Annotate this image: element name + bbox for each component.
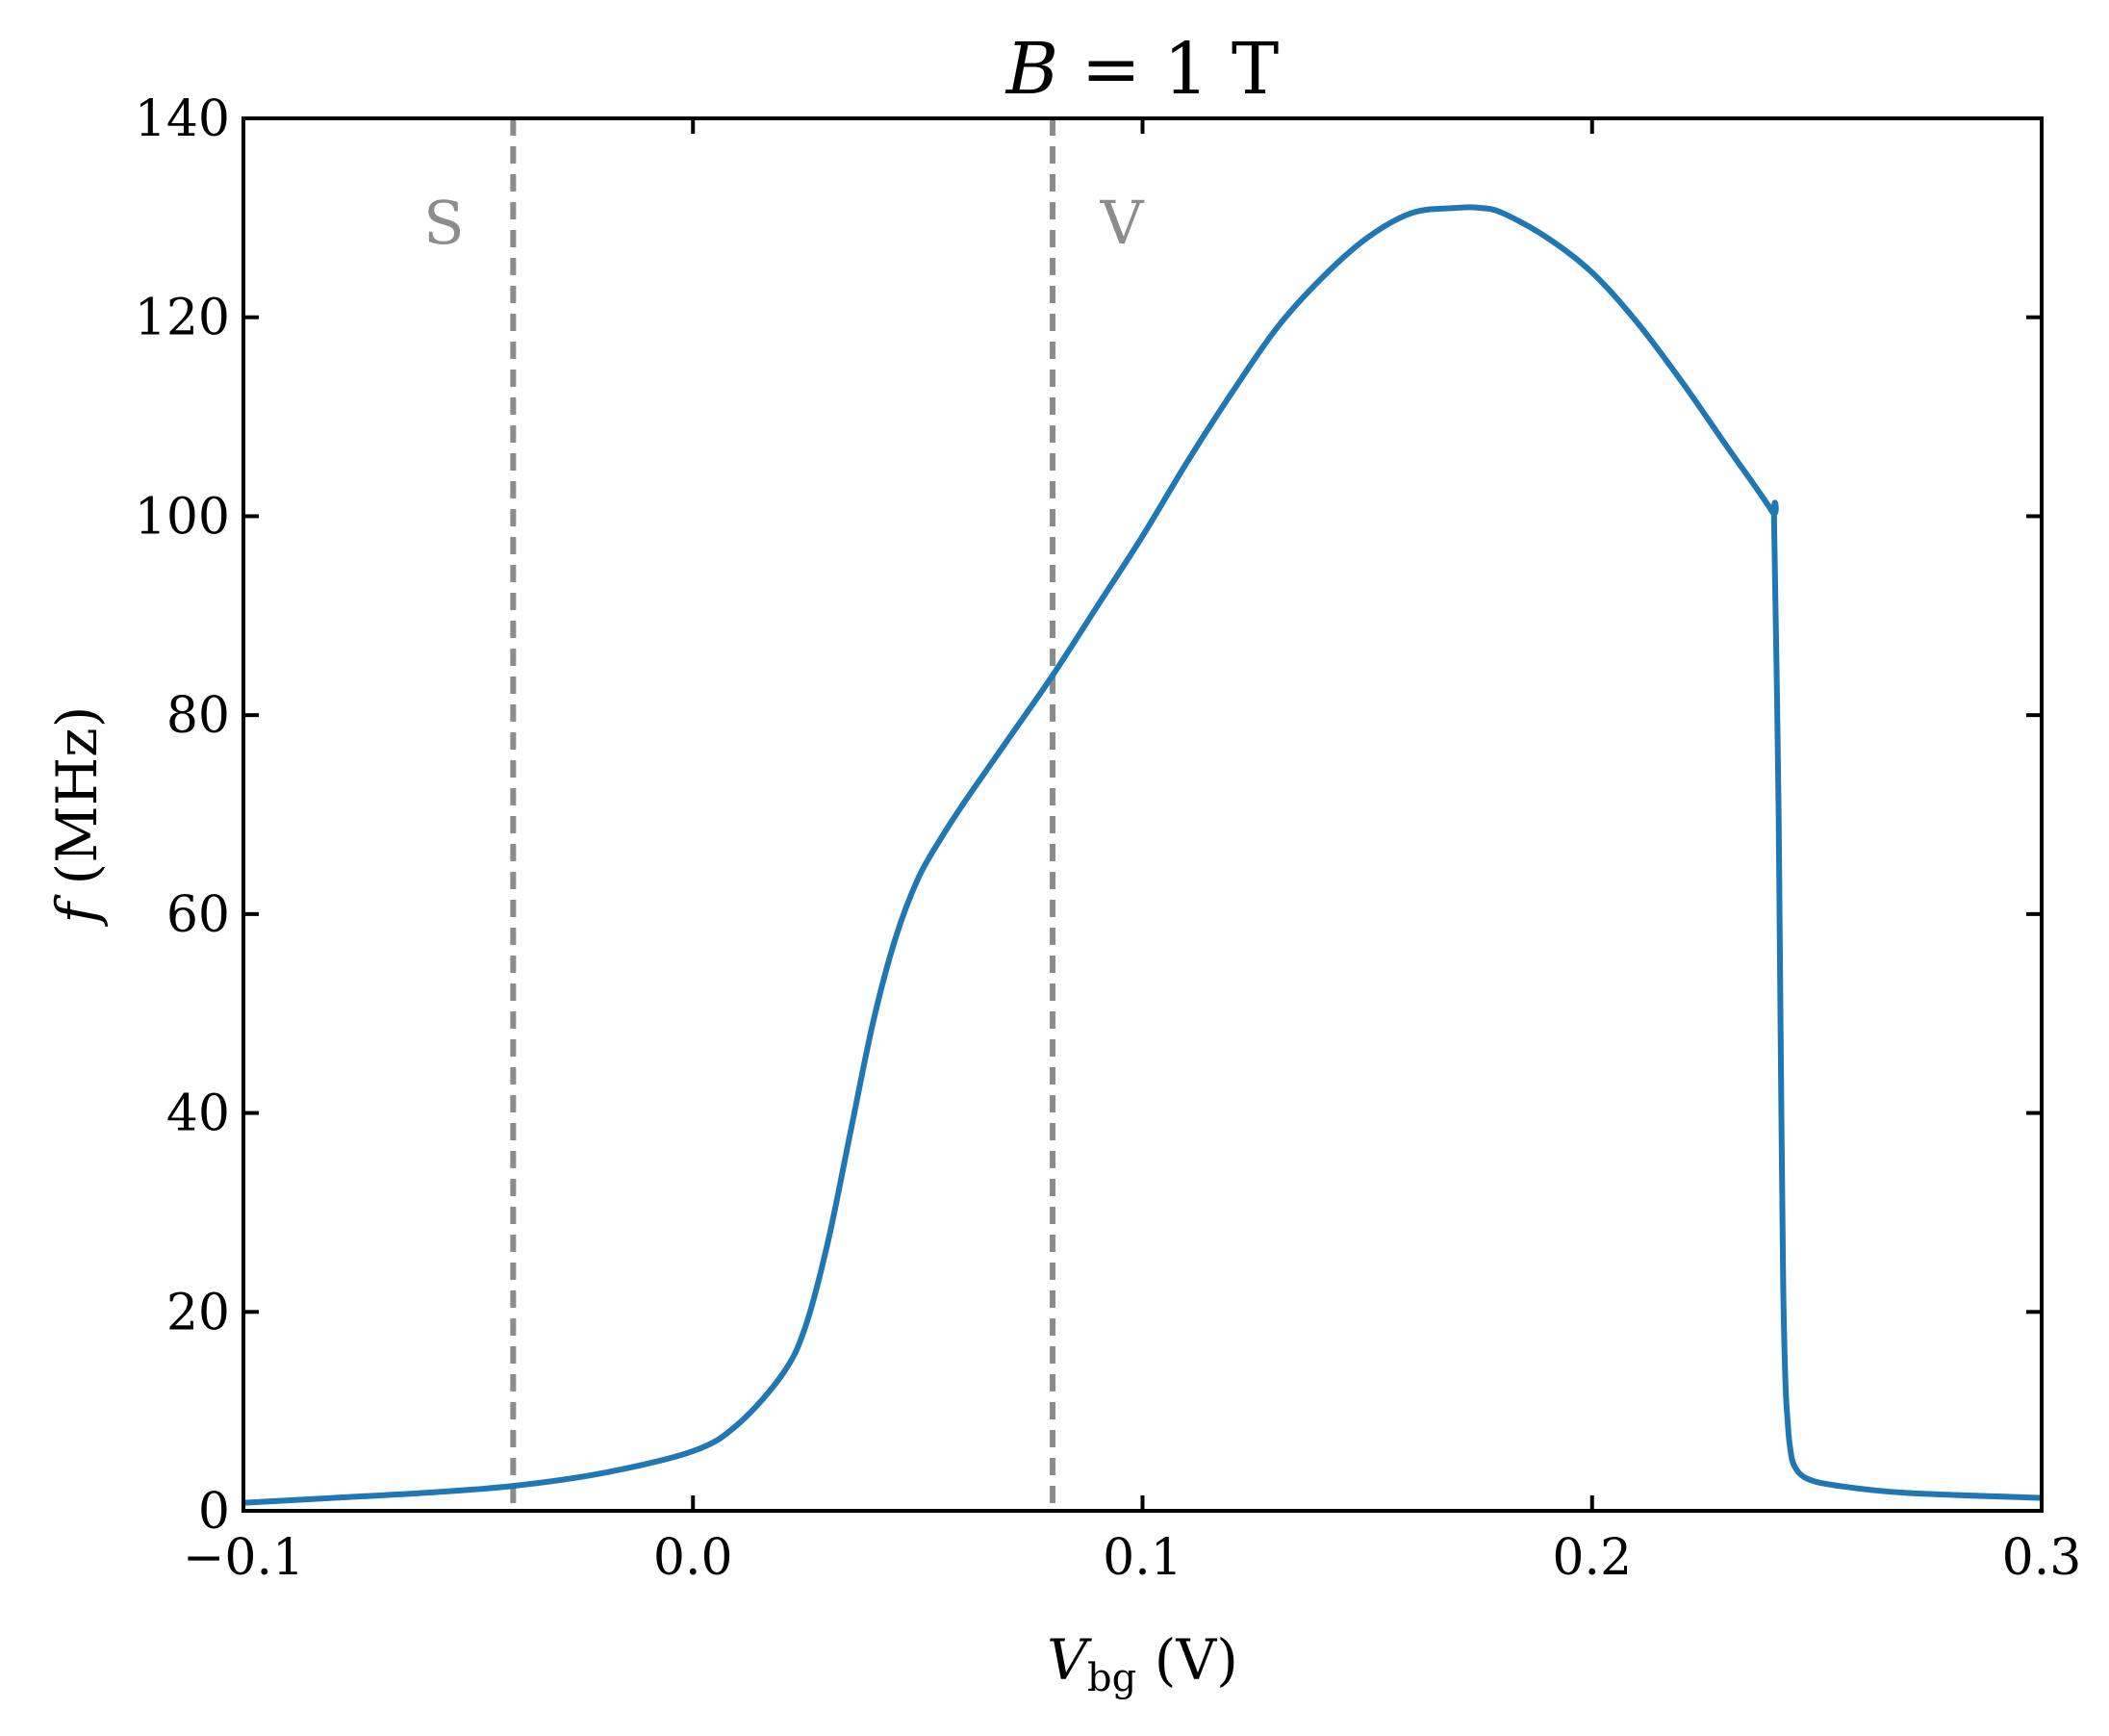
reference-label-v: V [1100,188,1145,258]
y-tick-label: 120 [135,290,230,347]
y-tick-label: 140 [135,90,230,148]
series-line [242,204,2043,1506]
x-axis-variable: V [1047,1627,1092,1693]
x-tick-label: 0.1 [1103,1529,1182,1587]
y-tick-label: 40 [166,1085,230,1143]
y-tick-label: 20 [166,1284,230,1341]
x-tick-label: −0.1 [183,1529,304,1587]
y-axis-unit: (MHz) [44,706,110,903]
plot-frame [241,116,2044,1513]
y-tick-label: 60 [166,886,230,944]
x-tick-label: 0.3 [2002,1529,2082,1587]
x-axis-subscript: bg [1087,1656,1136,1700]
title-variable: B [1004,28,1058,111]
y-tick-label: 100 [135,488,230,546]
title-value: = 1 T [1058,28,1279,111]
y-tick-label: 80 [166,687,230,745]
x-tick-label: 0.0 [653,1529,733,1587]
tick-labels: −0.1 0.0 0.1 0.2 0.3 0 20 40 60 80 100 120 140 [135,90,2082,1587]
x-axis-label: Vbg (V) [1047,1627,1238,1700]
x-tick-label: 0.2 [1552,1529,1632,1587]
data-series [242,204,2043,1506]
x-axis-unit: (V) [1136,1627,1238,1693]
chart-title: B = 1 T [1004,28,1279,111]
y-tick-label: 0 [198,1483,230,1541]
y-axis-label: f (MHz) [44,706,110,928]
reference-label-s: S [423,188,464,258]
